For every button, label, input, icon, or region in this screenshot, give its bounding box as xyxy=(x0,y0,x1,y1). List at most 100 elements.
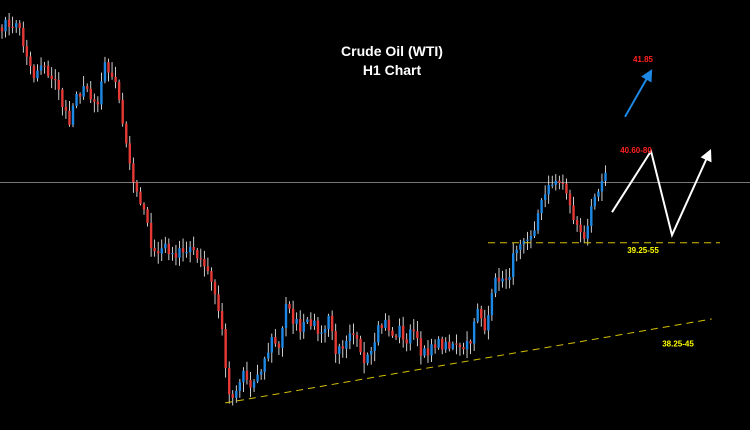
candle-down xyxy=(579,224,582,233)
candle-down xyxy=(213,281,217,295)
candle-up xyxy=(384,319,387,329)
candle-up xyxy=(533,230,536,237)
candle-down xyxy=(78,93,82,97)
candle-down xyxy=(224,329,227,369)
candle-down xyxy=(0,27,4,32)
candle-up xyxy=(252,381,256,388)
candle-up xyxy=(490,293,494,316)
candle-up xyxy=(430,344,433,356)
level-label: 39.25-55 xyxy=(627,246,659,255)
candle-down xyxy=(46,66,50,76)
candle-down xyxy=(334,331,337,354)
candle-up xyxy=(472,321,476,344)
candle-down xyxy=(426,348,430,356)
candle-down xyxy=(25,46,29,57)
candle-down xyxy=(299,318,302,332)
candle-down xyxy=(142,203,146,210)
candle-up xyxy=(178,248,181,258)
candle-up xyxy=(259,371,263,375)
candle-up xyxy=(263,358,266,372)
candle-up xyxy=(4,19,7,32)
candle-up xyxy=(540,199,543,214)
candle-up xyxy=(522,240,526,245)
candle-down xyxy=(149,222,153,249)
candle-up xyxy=(600,180,604,192)
candle-up xyxy=(551,184,554,186)
level-label: 40.60-80 xyxy=(620,146,652,155)
candle-down xyxy=(206,266,210,272)
candle-down xyxy=(54,79,57,81)
candle-down xyxy=(359,338,362,353)
candlestick-series xyxy=(0,12,607,406)
candle-up xyxy=(370,350,373,355)
candle-down xyxy=(139,191,142,204)
candle-up xyxy=(377,325,380,343)
candle-down xyxy=(210,271,213,282)
candle-down xyxy=(135,182,139,192)
candle-down xyxy=(387,319,391,331)
candle-up xyxy=(256,374,259,382)
candle-up xyxy=(302,322,305,332)
candle-down xyxy=(480,308,483,319)
candle-down xyxy=(125,123,128,144)
candle-up xyxy=(554,180,557,185)
candle-down xyxy=(391,330,394,336)
candle-down xyxy=(568,193,572,206)
candle-up xyxy=(75,93,78,106)
candle-up xyxy=(100,81,103,105)
candle-up xyxy=(103,62,107,82)
candle-up xyxy=(164,243,167,249)
candle-up xyxy=(526,239,529,241)
candle-down xyxy=(132,163,135,183)
candle-up xyxy=(398,325,401,338)
candle-down xyxy=(96,101,100,105)
candle-up xyxy=(373,342,376,351)
candle-down xyxy=(61,89,64,108)
candle-down xyxy=(18,23,21,28)
candle-down xyxy=(355,335,359,339)
candle-down xyxy=(117,82,121,100)
chart-subtitle: H1 Chart xyxy=(363,62,422,78)
candle-up xyxy=(512,253,515,277)
candle-up xyxy=(160,248,163,254)
candle-down xyxy=(330,315,334,332)
candle-down xyxy=(192,247,195,251)
level-label: 38.25-45 xyxy=(662,339,694,348)
candle-up xyxy=(437,338,440,348)
candle-down xyxy=(146,209,149,223)
candle-down xyxy=(558,180,561,183)
candle-down xyxy=(157,251,160,254)
candle-up xyxy=(82,86,85,97)
candle-up xyxy=(185,252,188,254)
candle-down xyxy=(231,394,234,398)
candle-up xyxy=(508,276,511,280)
candle-down xyxy=(32,66,36,79)
candle-down xyxy=(114,76,117,83)
candle-up xyxy=(39,65,43,71)
candle-down xyxy=(249,379,252,388)
candle-down xyxy=(288,303,291,309)
candle-down xyxy=(181,248,185,253)
candle-down xyxy=(196,250,199,259)
candle-down xyxy=(455,343,458,345)
candle-up xyxy=(338,346,341,354)
candle-down xyxy=(89,88,92,100)
candle-up xyxy=(465,341,469,350)
candle-down xyxy=(504,278,508,280)
level-label: 41.85 xyxy=(633,55,654,64)
candle-down xyxy=(441,338,444,350)
candle-down xyxy=(68,110,71,125)
candle-up xyxy=(444,341,447,350)
candle-up xyxy=(409,329,412,344)
candle-down xyxy=(86,86,89,89)
candle-up xyxy=(71,105,75,125)
candle-up xyxy=(235,390,238,398)
candle-up xyxy=(345,340,348,349)
candle-up xyxy=(451,343,455,349)
candle-down xyxy=(291,308,295,324)
candle-down xyxy=(583,232,586,239)
candle-down xyxy=(362,352,366,364)
candle-down xyxy=(29,56,32,67)
candle-down xyxy=(309,319,313,327)
